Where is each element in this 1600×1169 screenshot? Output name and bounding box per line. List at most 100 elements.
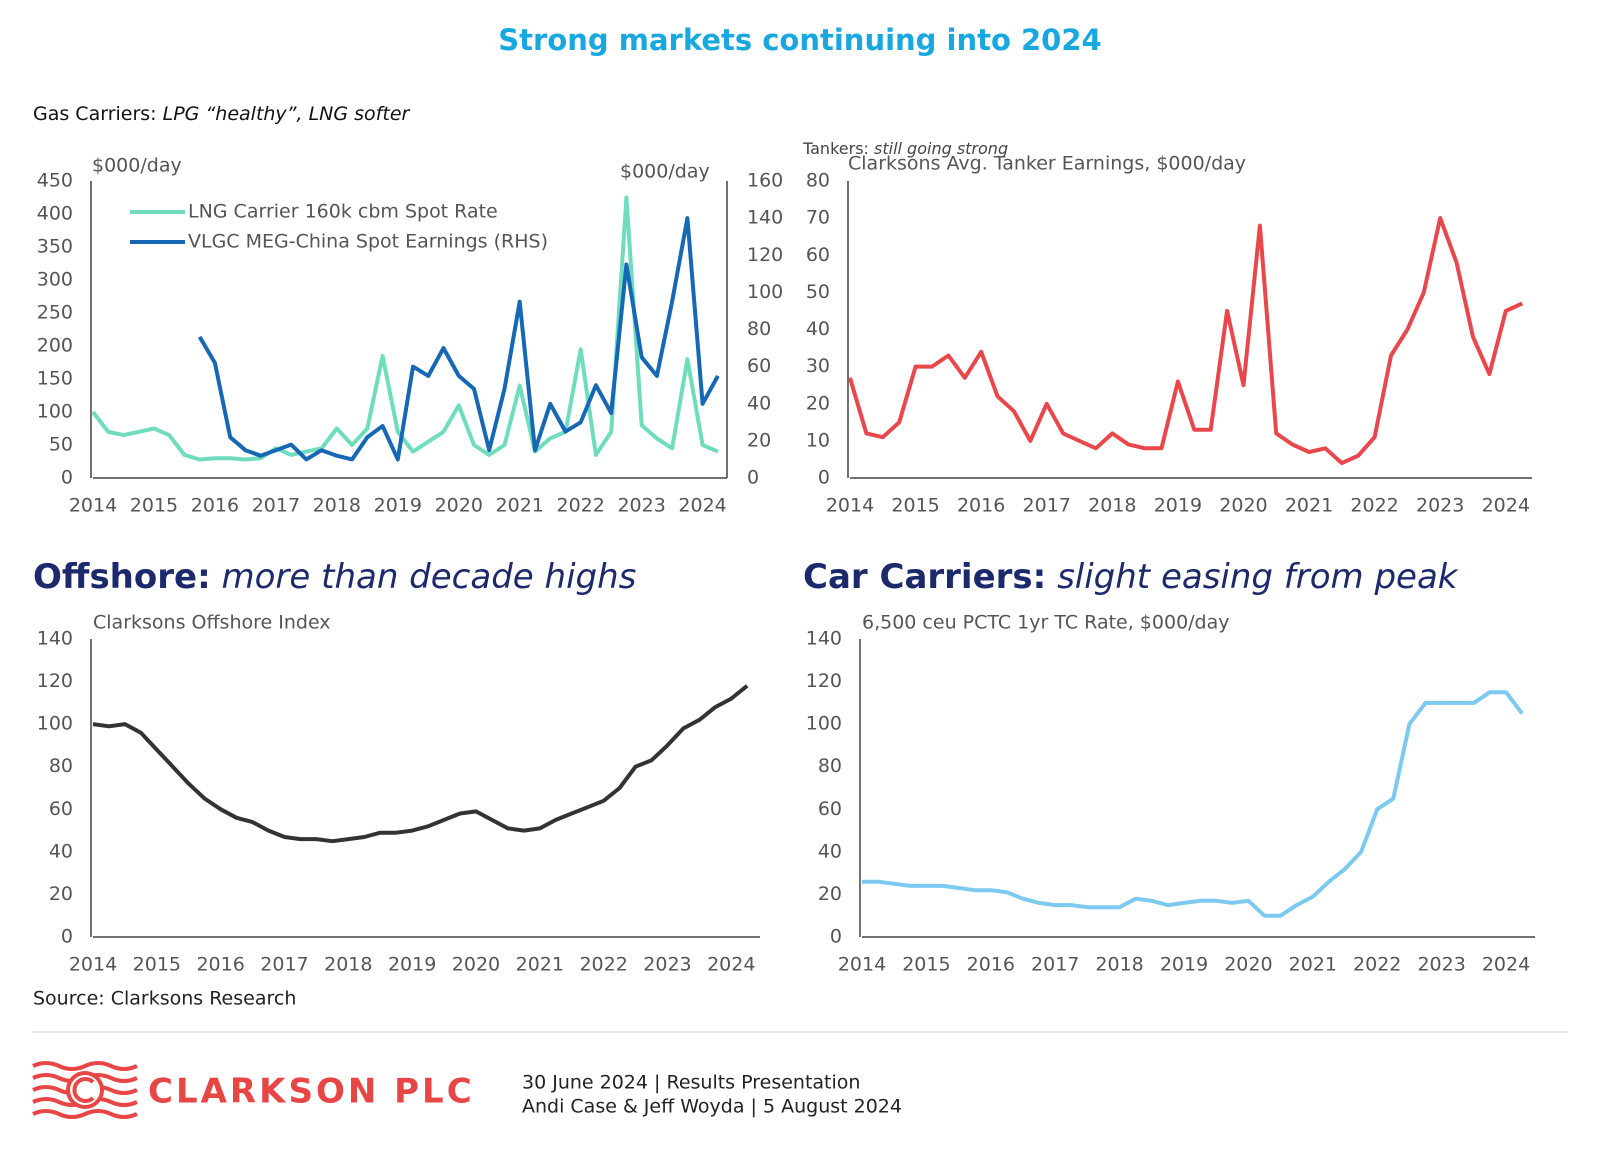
x-tick-label: 2021 — [496, 495, 544, 517]
y-tick-label: 50 — [806, 281, 830, 303]
y-tick-label: 60 — [49, 798, 73, 820]
y-tick-label: 0 — [830, 926, 842, 948]
y-tick-label: 40 — [49, 840, 73, 862]
series-line — [92, 684, 749, 844]
x-tick-label: 2023 — [643, 954, 691, 976]
legend-label: VLGC MEG-China Spot Earnings (RHS) — [188, 231, 548, 253]
title: Offshore: — [33, 557, 211, 597]
y-axis-label: $000/day — [92, 155, 182, 177]
y2-tick-label: 80 — [747, 318, 771, 340]
x-tick-label: 2022 — [557, 495, 605, 517]
x-tick-label: 2020 — [435, 495, 483, 517]
x-tick-label: 2023 — [617, 495, 665, 517]
x-tick-label: 2016 — [196, 954, 244, 976]
subtitle: slight easing from peak — [1057, 557, 1459, 597]
x-tick-label: 2017 — [252, 495, 300, 517]
x-tick-label: 2021 — [1289, 954, 1337, 976]
x-tick-label: 2014 — [69, 495, 117, 517]
chart-title: Tankers: still going strong — [802, 139, 1008, 158]
x-tick-label: 2018 — [1095, 954, 1143, 976]
y-tick-label: 300 — [37, 269, 73, 291]
chart-title: Offshore: more than decade highs — [33, 557, 636, 597]
x-tick-label: 2015 — [902, 954, 950, 976]
chart-title: Gas Carriers: LPG “healthy”, LNG softer — [33, 103, 411, 125]
legend-label: LNG Carrier 160k cbm Spot Rate — [188, 201, 498, 223]
x-tick-label: 2023 — [1417, 954, 1465, 976]
x-tick-label: 2019 — [374, 495, 422, 517]
y-tick-label: 50 — [49, 434, 73, 456]
y-tick-label: 150 — [37, 368, 73, 390]
x-tick-label: 2017 — [1023, 495, 1071, 517]
series-line — [848, 216, 1524, 466]
x-tick-label: 2020 — [452, 954, 500, 976]
x-tick-label: 2021 — [1285, 495, 1333, 517]
x-tick-label: 2014 — [838, 954, 886, 976]
title: Tankers: — [802, 139, 869, 158]
x-tick-label: 2020 — [1219, 495, 1267, 517]
x-tick-label: 2024 — [1482, 954, 1530, 976]
y-tick-label: 100 — [806, 713, 842, 735]
x-tick-label: 2016 — [957, 495, 1005, 517]
title: Gas Carriers: — [33, 103, 157, 125]
y2-tick-label: 40 — [747, 392, 771, 414]
y-tick-label: 120 — [806, 670, 842, 692]
x-tick-label: 2023 — [1416, 495, 1464, 517]
y-tick-label: 20 — [806, 392, 830, 414]
y-tick-label: 70 — [806, 207, 830, 229]
x-tick-label: 2018 — [313, 495, 361, 517]
x-tick-label: 2015 — [130, 495, 178, 517]
x-tick-label: 2015 — [891, 495, 939, 517]
y-tick-label: 140 — [806, 628, 842, 650]
x-tick-label: 2014 — [826, 495, 874, 517]
footer-line: Andi Case & Jeff Woyda | 5 August 2024 — [522, 1096, 902, 1118]
y2-tick-label: 0 — [747, 467, 759, 489]
x-tick-label: 2022 — [1353, 954, 1401, 976]
chart-title: Car Carriers: slight easing from peak — [803, 557, 1459, 597]
x-tick-label: 2024 — [707, 954, 755, 976]
x-tick-label: 2019 — [1154, 495, 1202, 517]
source: Source: Clarksons Research — [33, 988, 296, 1010]
x-tick-label: 2021 — [516, 954, 564, 976]
x-tick-label: 2024 — [1482, 495, 1530, 517]
y-axis-label: 6,500 ceu PCTC 1yr TC Rate, $000/day — [862, 612, 1230, 634]
x-tick-label: 2016 — [967, 954, 1015, 976]
y-tick-label: 80 — [818, 755, 842, 777]
y2-tick-label: 160 — [747, 170, 783, 192]
x-tick-label: 2022 — [579, 954, 627, 976]
y-axis-label: Clarksons Avg. Tanker Earnings, $000/day — [848, 153, 1246, 175]
y-tick-label: 140 — [37, 628, 73, 650]
x-tick-label: 2019 — [388, 954, 436, 976]
x-tick-label: 2014 — [69, 954, 117, 976]
title: Car Carriers: — [803, 557, 1046, 597]
y2-tick-label: 20 — [747, 429, 771, 451]
y-tick-label: 100 — [37, 401, 73, 423]
y-tick-label: 10 — [806, 429, 830, 451]
y-tick-label: 20 — [49, 883, 73, 905]
y-tick-label: 450 — [37, 170, 73, 192]
y-tick-label: 250 — [37, 302, 73, 324]
series-line — [862, 690, 1524, 918]
y-tick-label: 20 — [818, 883, 842, 905]
footer-line: 30 June 2024 | Results Presentation — [522, 1072, 860, 1094]
y-tick-label: 100 — [37, 713, 73, 735]
x-tick-label: 2018 — [324, 954, 372, 976]
x-tick-label: 2020 — [1224, 954, 1272, 976]
x-tick-label: 2017 — [260, 954, 308, 976]
y-tick-label: 60 — [806, 244, 830, 266]
y-tick-label: 40 — [818, 840, 842, 862]
y-tick-label: 30 — [806, 355, 830, 377]
y-tick-label: 60 — [818, 798, 842, 820]
y-tick-label: 200 — [37, 335, 73, 357]
y2-tick-label: 140 — [747, 207, 783, 229]
y2-axis-label: $000/day — [620, 161, 710, 183]
x-tick-label: 2017 — [1031, 954, 1079, 976]
y-tick-label: 0 — [61, 467, 73, 489]
logo-text: CLARKSON PLC — [148, 1072, 475, 1112]
page-title: Strong markets continuing into 2024 — [498, 23, 1101, 57]
subtitle: LPG “healthy”, LNG softer — [163, 103, 411, 125]
y-tick-label: 350 — [37, 236, 73, 258]
y2-tick-label: 100 — [747, 281, 783, 303]
y2-tick-label: 120 — [747, 244, 783, 266]
x-tick-label: 2018 — [1088, 495, 1136, 517]
